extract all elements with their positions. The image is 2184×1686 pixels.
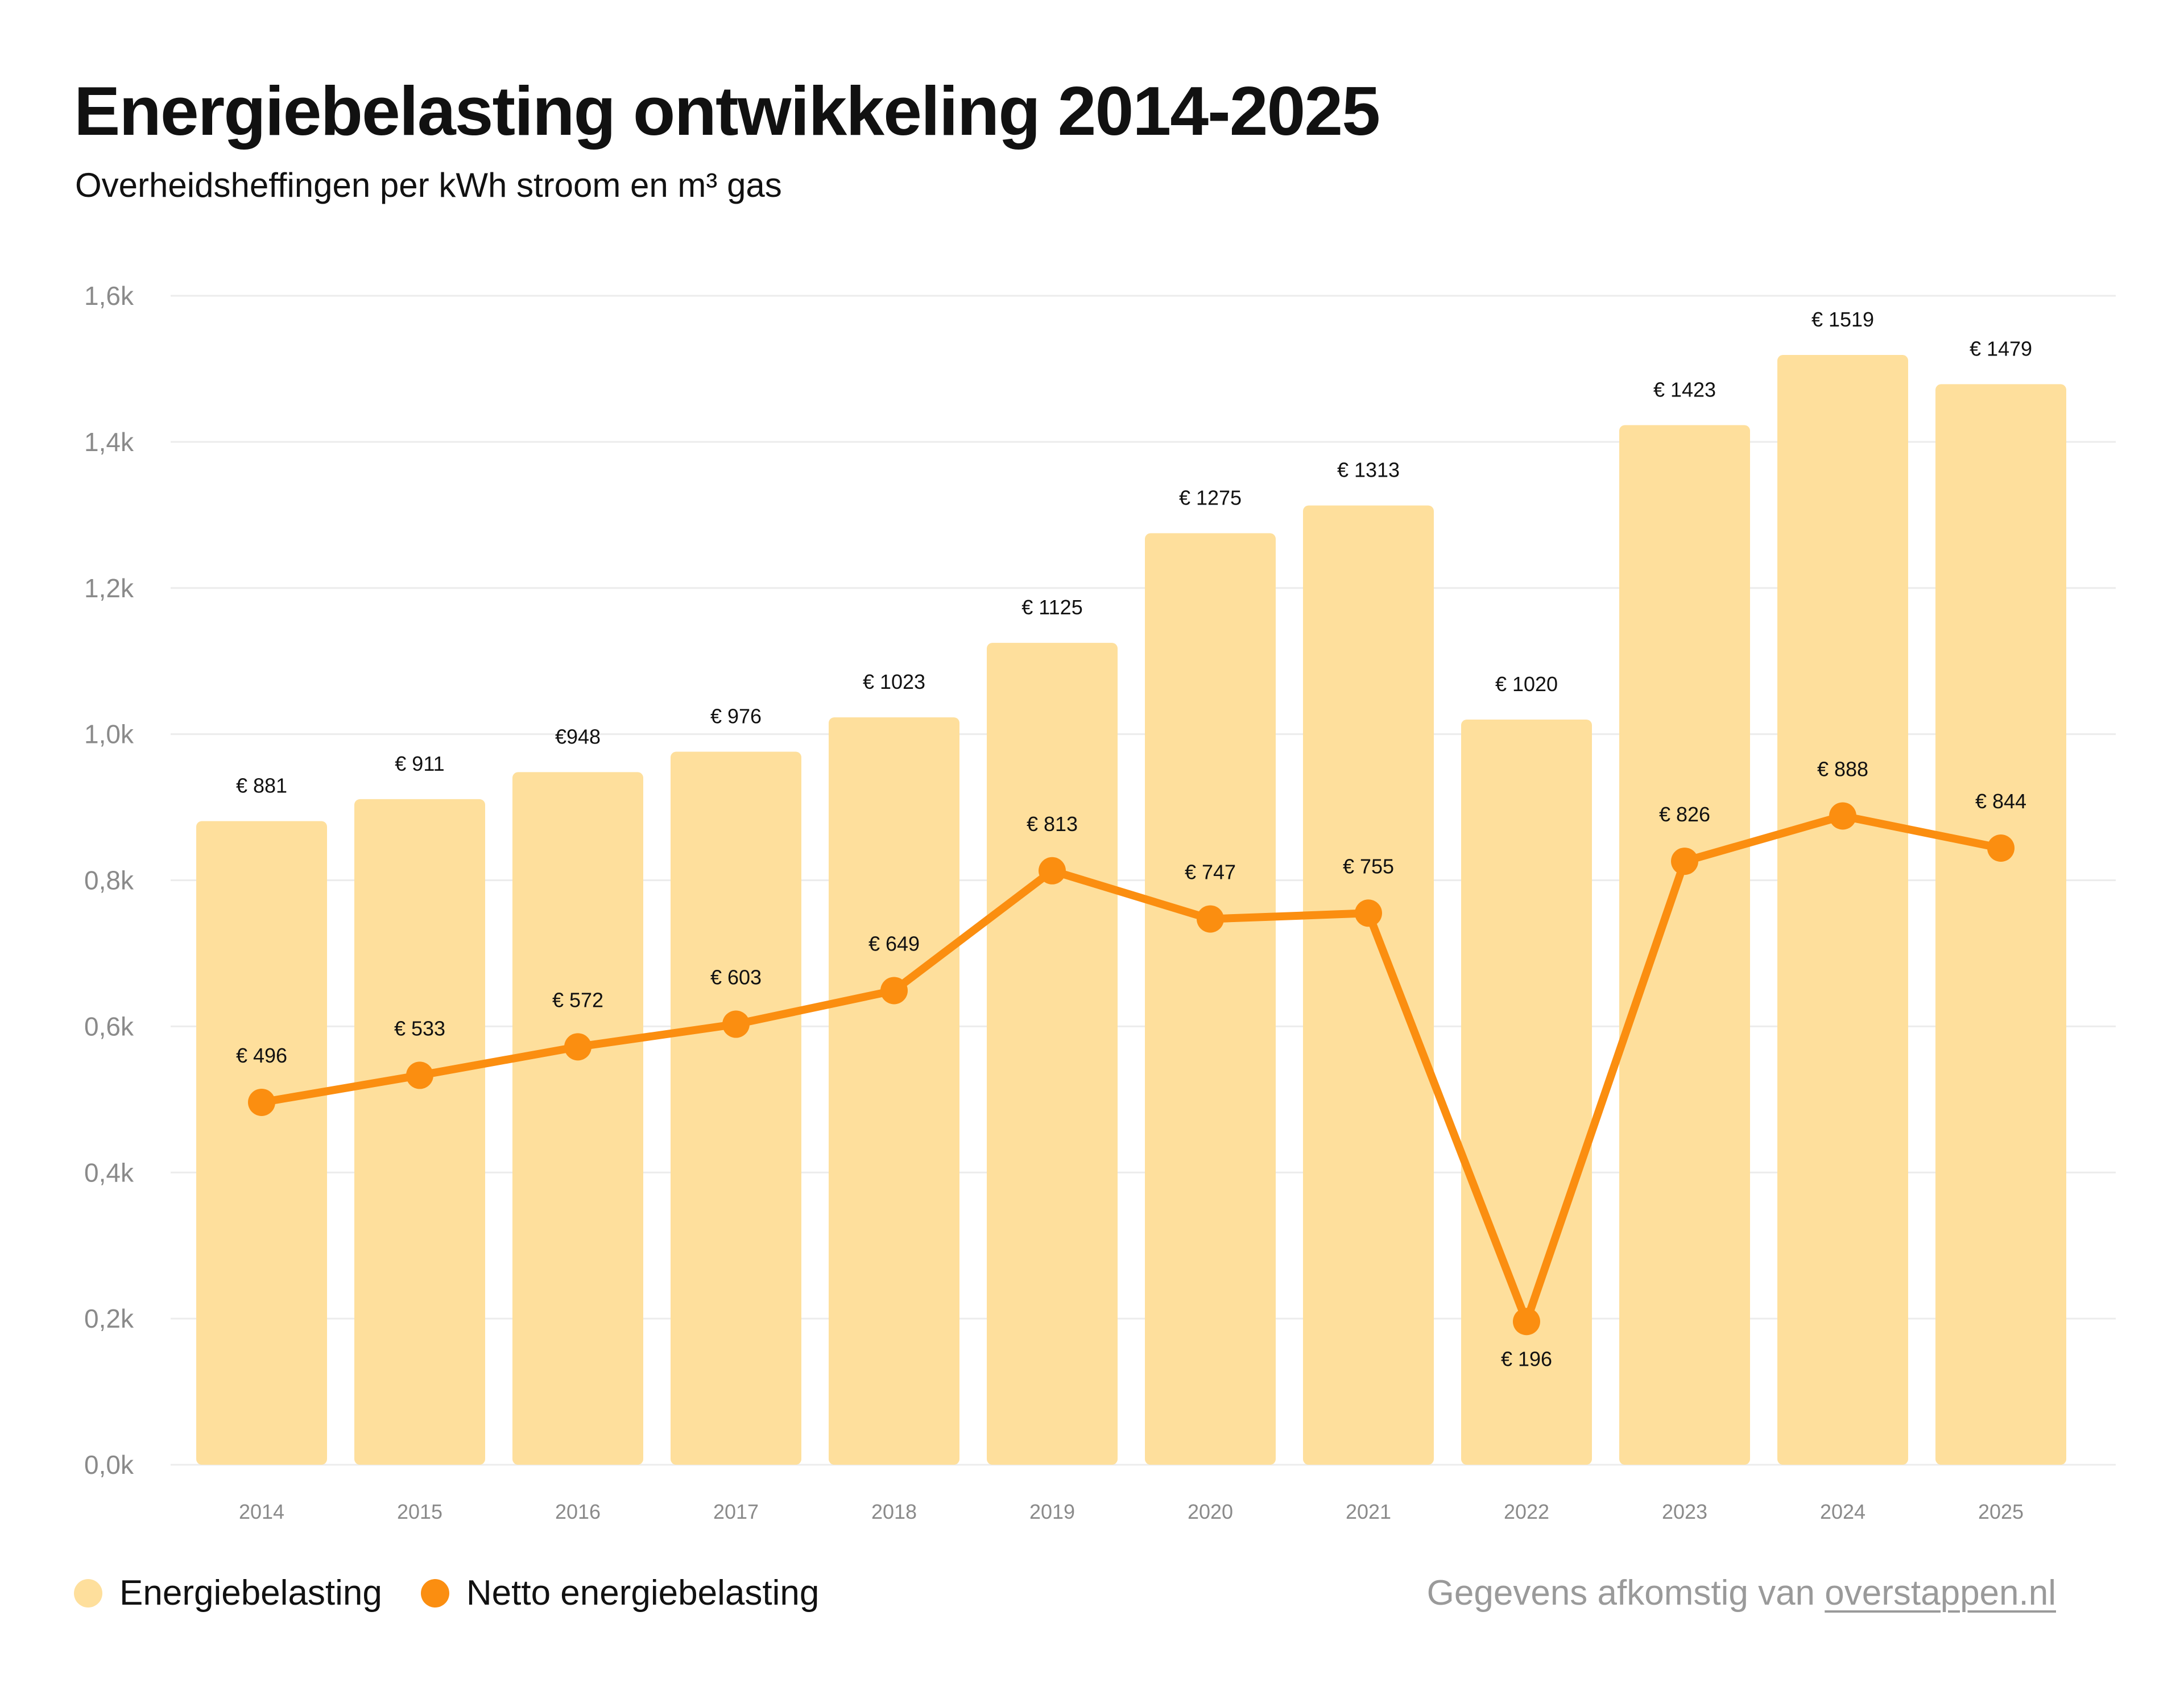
bar bbox=[987, 643, 1118, 1465]
line-point bbox=[880, 977, 908, 1005]
bar-value-label: €948 bbox=[555, 725, 601, 748]
legend-swatch-bar bbox=[74, 1579, 102, 1608]
source-link[interactable]: overstappen.nl bbox=[1825, 1573, 2056, 1613]
line-value-label: € 747 bbox=[1185, 861, 1236, 884]
y-tick-label: 1,0k bbox=[84, 720, 134, 749]
bar bbox=[1303, 505, 1434, 1465]
line-value-label: € 533 bbox=[394, 1016, 445, 1040]
x-tick-label: 2017 bbox=[713, 1500, 759, 1523]
y-tick-label: 0,2k bbox=[84, 1304, 134, 1333]
source-note: Gegevens afkomstig van overstappen.nl bbox=[1427, 1576, 2056, 1611]
line-value-label: € 496 bbox=[236, 1044, 287, 1067]
bar bbox=[354, 799, 485, 1465]
x-tick-label: 2019 bbox=[1029, 1500, 1075, 1523]
line-point bbox=[1513, 1308, 1540, 1336]
line-point bbox=[1829, 802, 1856, 830]
line-value-label: € 649 bbox=[868, 932, 920, 955]
x-tick-label: 2022 bbox=[1504, 1500, 1549, 1523]
legend-label: Energiebelasting bbox=[119, 1573, 382, 1613]
line-point bbox=[564, 1033, 592, 1061]
legend-swatch-line bbox=[420, 1579, 449, 1608]
y-tick-label: 0,4k bbox=[84, 1158, 134, 1187]
line-point bbox=[248, 1088, 275, 1116]
y-tick-label: 1,2k bbox=[84, 573, 134, 603]
line-value-label: € 826 bbox=[1659, 803, 1710, 826]
bar-value-label: € 881 bbox=[236, 774, 287, 797]
bar bbox=[1145, 533, 1276, 1465]
bar-value-label: € 1020 bbox=[1495, 672, 1558, 696]
x-tick-label: 2021 bbox=[1346, 1500, 1391, 1523]
bar-value-label: € 1479 bbox=[1970, 337, 2032, 360]
bar bbox=[1461, 719, 1592, 1465]
line-value-label: € 603 bbox=[710, 966, 762, 989]
bar-value-label: € 1313 bbox=[1337, 458, 1400, 482]
line-point bbox=[406, 1061, 433, 1089]
y-tick-label: 1,4k bbox=[84, 427, 134, 457]
x-tick-label: 2020 bbox=[1188, 1500, 1233, 1523]
x-tick-label: 2018 bbox=[871, 1500, 917, 1523]
bar bbox=[671, 751, 801, 1465]
y-tick-label: 0,8k bbox=[84, 866, 134, 895]
x-tick-label: 2025 bbox=[1978, 1500, 2024, 1523]
line-value-label: € 888 bbox=[1817, 757, 1868, 780]
line-point bbox=[1039, 857, 1066, 885]
legend-item-energiebelasting[interactable]: Energiebelasting bbox=[74, 1576, 382, 1611]
line-series bbox=[248, 802, 2015, 1336]
bar bbox=[829, 717, 959, 1465]
bar bbox=[512, 772, 643, 1465]
chart-subtitle: Overheidsheffingen per kWh stroom en m³ … bbox=[75, 166, 782, 204]
combo-chart: 0,0k 0,2k 0,4k 0,6k 0,8k 1,0k 1,2k 1,4k 1,6k € 8… bbox=[84, 281, 2116, 1523]
line-value-labels: € 496 € 533 € 572 € 603 € 649 € 813 € 747 € 755… bbox=[236, 757, 2026, 1370]
line-value-label: € 844 bbox=[1975, 790, 2026, 813]
x-tick-label: 2014 bbox=[239, 1500, 284, 1523]
bar-value-label: € 1275 bbox=[1179, 486, 1242, 509]
bar-value-labels: € 881 € 911 €948 € 976 € 1023 € 1125 € 1275 € 1… bbox=[236, 308, 2032, 797]
bar bbox=[1935, 384, 2066, 1465]
line-point bbox=[1355, 899, 1382, 927]
line-point bbox=[1987, 834, 2015, 862]
chart-title: Energiebelasting ontwikkeling 2014-2025 bbox=[74, 72, 1380, 150]
bar-value-label: € 911 bbox=[395, 752, 444, 775]
bar-series bbox=[196, 355, 2066, 1465]
y-axis: 0,0k 0,2k 0,4k 0,6k 0,8k 1,0k 1,2k 1,4k 1,6k bbox=[84, 281, 134, 1480]
bar bbox=[1619, 425, 1750, 1465]
x-tick-label: 2023 bbox=[1662, 1500, 1707, 1523]
legend: Energiebelasting Netto energiebelasting bbox=[74, 1576, 858, 1611]
bar bbox=[1777, 355, 1908, 1465]
bar-value-label: € 1125 bbox=[1021, 596, 1082, 619]
line-value-label: € 755 bbox=[1343, 854, 1394, 878]
y-tick-label: 1,6k bbox=[84, 281, 134, 311]
netto-line bbox=[258, 812, 2005, 1326]
bar-value-label: € 976 bbox=[710, 704, 762, 728]
line-point bbox=[1671, 848, 1698, 875]
bar-value-label: € 1023 bbox=[863, 670, 925, 693]
line-point bbox=[1197, 905, 1224, 933]
x-tick-label: 2015 bbox=[397, 1500, 442, 1523]
line-value-label: € 572 bbox=[552, 988, 603, 1011]
x-axis: 2014 2015 2016 2017 2018 2019 2020 2021 2022 2023… bbox=[239, 1500, 2024, 1523]
line-value-label: € 196 bbox=[1501, 1347, 1552, 1370]
legend-item-netto-energiebelasting[interactable]: Netto energiebelasting bbox=[420, 1573, 820, 1613]
line-point bbox=[722, 1010, 750, 1038]
y-tick-label: 0,6k bbox=[84, 1011, 134, 1041]
line-value-label: € 813 bbox=[1027, 812, 1078, 836]
bar bbox=[196, 821, 327, 1465]
legend-label: Netto energiebelasting bbox=[466, 1573, 820, 1613]
bar-value-label: € 1519 bbox=[1811, 308, 1874, 331]
x-tick-label: 2016 bbox=[555, 1500, 601, 1523]
source-prefix: Gegevens afkomstig van bbox=[1426, 1573, 1825, 1613]
x-tick-label: 2024 bbox=[1820, 1500, 1866, 1523]
bar-value-label: € 1423 bbox=[1653, 378, 1716, 401]
y-tick-label: 0,0k bbox=[84, 1450, 134, 1480]
